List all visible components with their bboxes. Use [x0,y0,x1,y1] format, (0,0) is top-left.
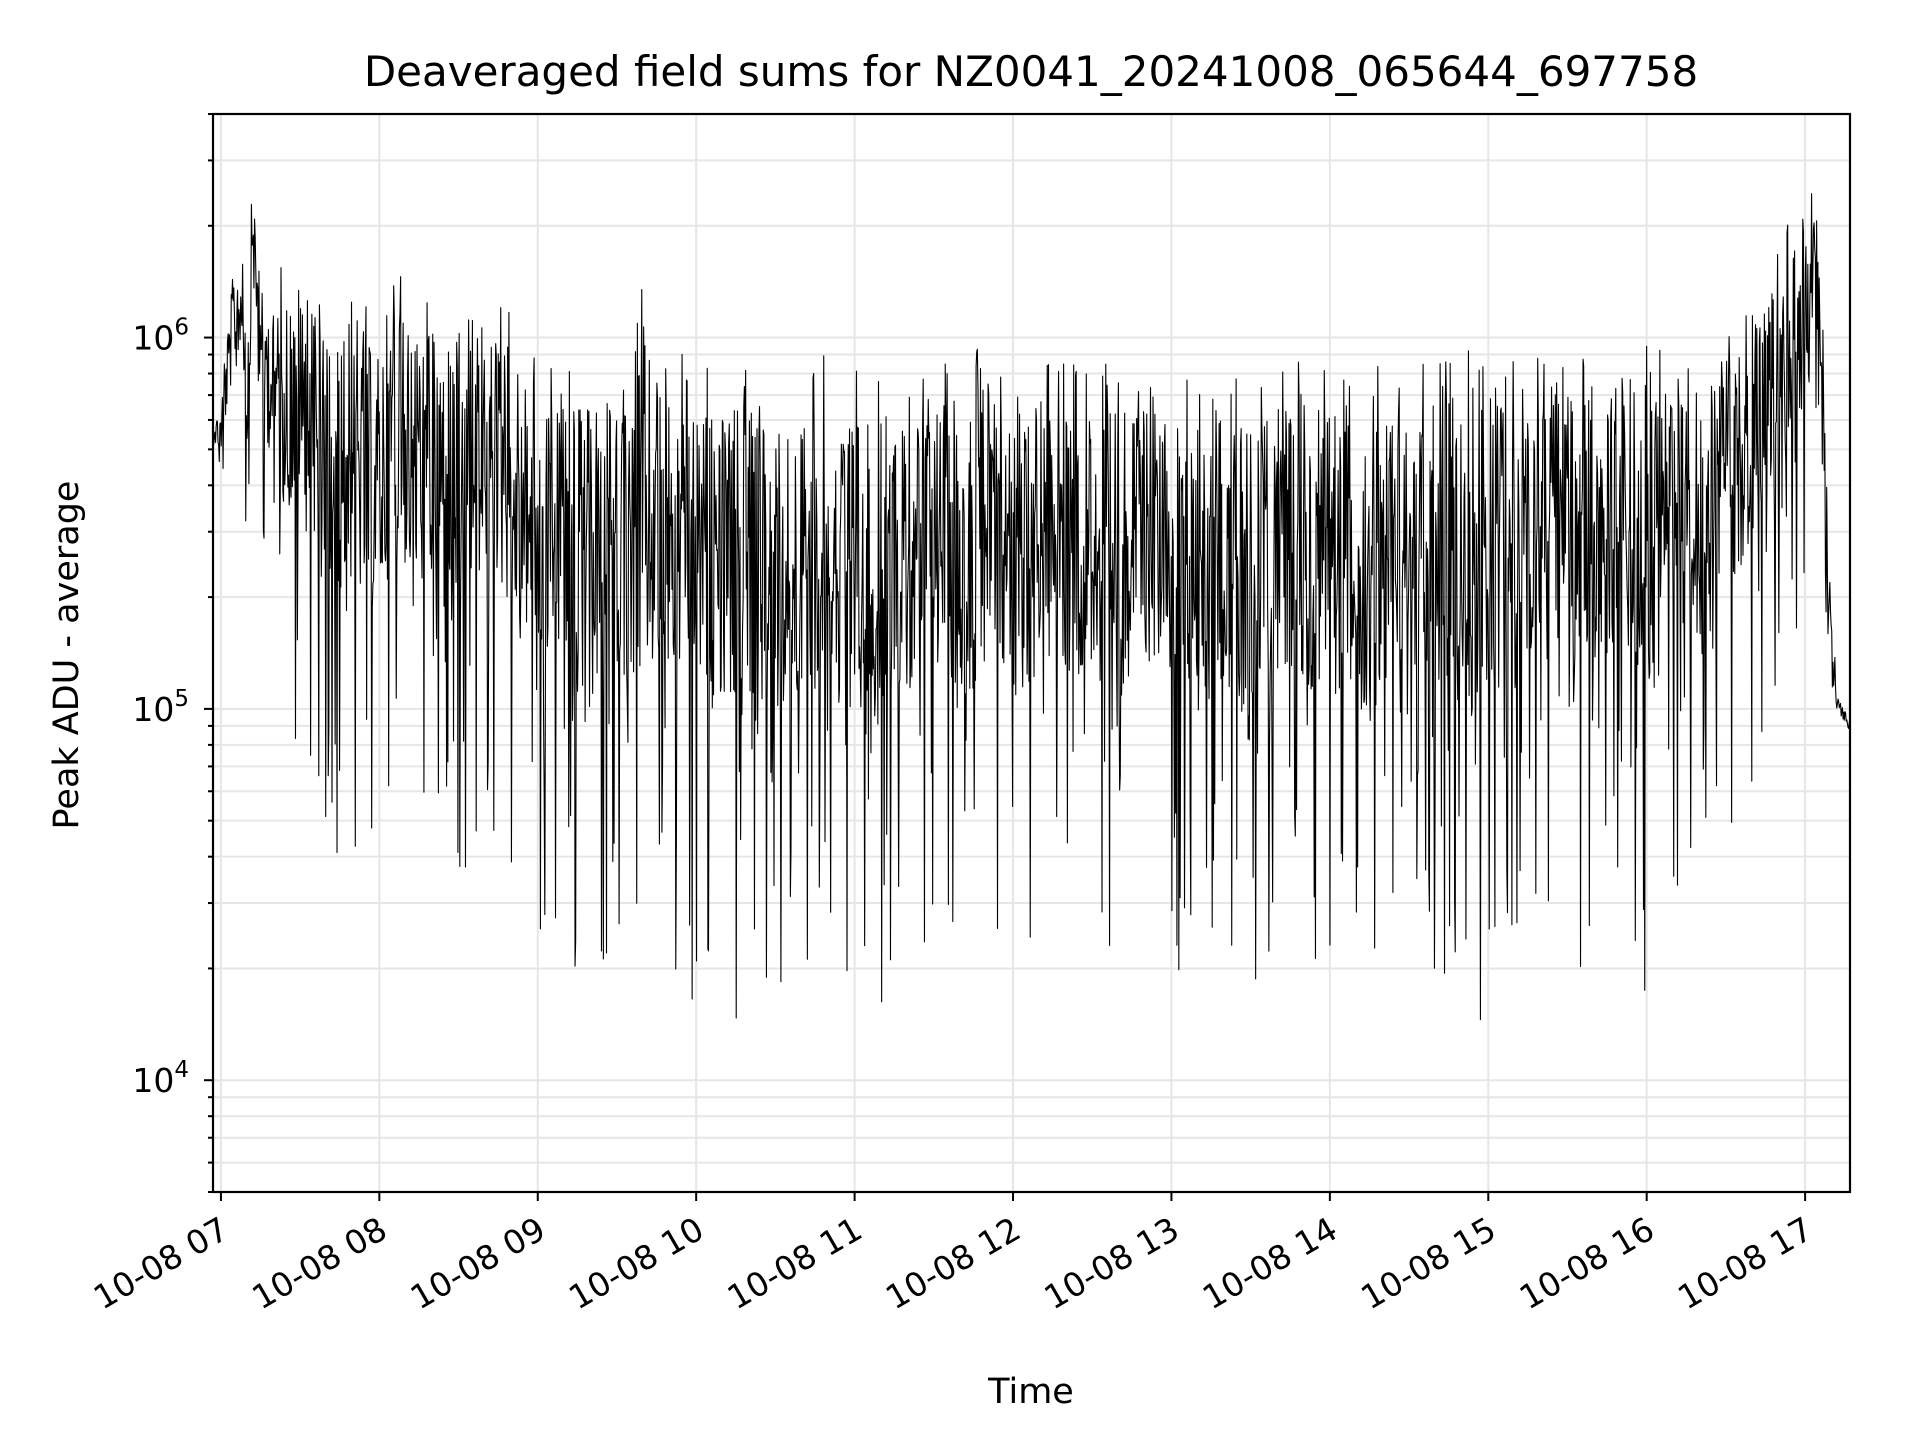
series-layer [212,193,1851,1021]
y-tick-label-exponent: 4 [174,1057,189,1083]
grid-major [213,114,1850,1192]
y-tick-label-base: 10 [132,690,174,729]
chart-title: Deaveraged field sums for NZ0041_2024100… [364,47,1698,96]
y-tick-label: 104 [132,1057,189,1100]
series-line [212,193,1851,1021]
y-tick-label: 106 [132,315,189,358]
x-axis-label: Time [987,1372,1074,1412]
y-tick-label-base: 10 [132,319,174,358]
y-tick-label-base: 10 [132,1061,174,1100]
y-tick-label: 105 [132,686,189,729]
y-axis-label: Peak ADU - average [47,481,87,830]
y-tick-label-exponent: 6 [174,315,189,341]
plot-frame [211,112,1852,1194]
y-tick-label-exponent: 5 [174,686,189,712]
